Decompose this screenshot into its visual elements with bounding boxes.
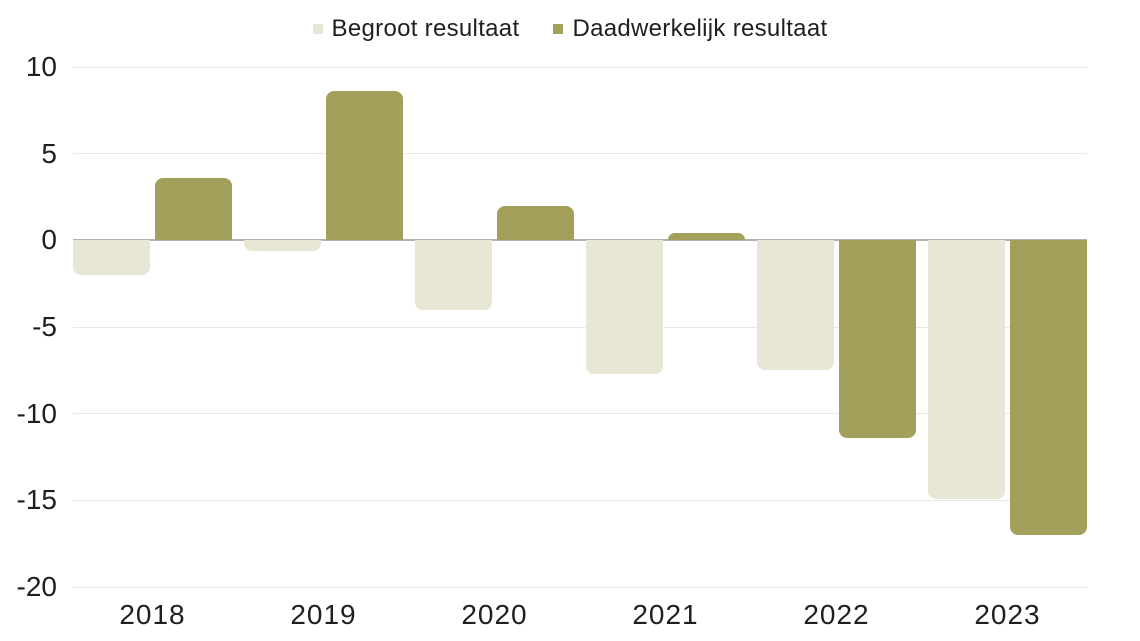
legend-label-daadwerkelijk: Daadwerkelijk resultaat: [572, 15, 828, 42]
bar-daadwerkelijk-2021: [668, 233, 745, 241]
bar-begroot-2022: [757, 240, 834, 371]
legend-label-begroot: Begroot resultaat: [331, 15, 520, 42]
x-tick-label: 2019: [290, 599, 357, 630]
x-tick-label: 2020: [461, 599, 528, 630]
bar-daadwerkelijk-2020: [497, 205, 574, 241]
y-tick-label: 0: [41, 224, 57, 256]
legend-item-daadwerkelijk: Daadwerkelijk resultaat: [553, 15, 827, 43]
y-tick-label: 10: [25, 51, 57, 82]
zero-line: [73, 239, 1087, 242]
gridline: [73, 66, 1087, 68]
x-tick-label: 2018: [119, 599, 186, 630]
bar-begroot-2018: [73, 240, 150, 275]
legend-swatch-daadwerkelijk-icon: [553, 24, 564, 34]
gridline: [73, 413, 1087, 415]
x-tick-label: 2023: [974, 599, 1041, 630]
gridline: [73, 153, 1087, 155]
y-tick-label: -10: [16, 397, 57, 429]
bar-begroot-2020: [415, 240, 492, 310]
gridline: [73, 499, 1087, 501]
bar-begroot-2019: [244, 240, 321, 251]
bar-begroot-2023: [928, 240, 1005, 499]
y-tick-label: -5: [32, 311, 57, 342]
y-tick-label: -15: [16, 484, 57, 516]
bar-daadwerkelijk-2022: [839, 240, 916, 438]
legend-item-begroot: Begroot resultaat: [312, 15, 520, 43]
x-tick-label: 2021: [632, 599, 699, 630]
x-tick-label: 2022: [803, 599, 870, 630]
legend-swatch-begroot-icon: [312, 24, 323, 34]
bar-begroot-2021: [586, 240, 663, 374]
bar-daadwerkelijk-2023: [1010, 240, 1087, 535]
bar-daadwerkelijk-2019: [326, 91, 403, 241]
y-tick-label: -20: [16, 571, 57, 602]
gridline: [73, 326, 1087, 328]
gridline: [73, 586, 1087, 588]
legend: Begroot resultaat Daadwerkelijk resultaa…: [0, 15, 1140, 43]
bar-daadwerkelijk-2018: [155, 177, 232, 241]
y-tick-label: 5: [41, 137, 57, 169]
